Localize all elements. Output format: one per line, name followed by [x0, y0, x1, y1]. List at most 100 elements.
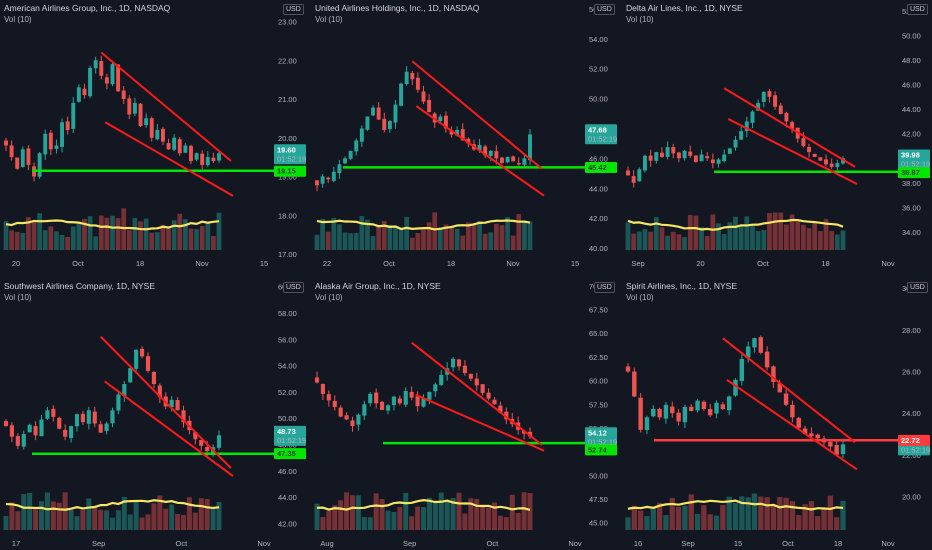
candle-body	[138, 103, 143, 127]
chart-canvas[interactable]: 52.0050.0048.0046.0044.0042.0040.0038.00…	[622, 0, 932, 270]
currency-badge[interactable]: USD	[283, 4, 304, 15]
volume-bar	[320, 218, 325, 250]
volume-bar	[456, 492, 462, 530]
volume-bar	[325, 231, 331, 250]
candle-body	[51, 408, 56, 417]
candle-body	[439, 374, 444, 385]
price-tag-time: 01:52:19	[901, 445, 930, 454]
chart-canvas[interactable]: 56.0054.0052.0050.0048.0046.0044.0042.00…	[311, 0, 619, 270]
time-axis-tick: Nov	[257, 539, 271, 548]
line-tag-value: 45.42	[588, 163, 607, 172]
chart-canvas[interactable]: 60.0058.0056.0054.0052.0050.0048.0046.00…	[0, 278, 308, 550]
price-axis-tick: 57.50	[589, 400, 608, 409]
chart-pane-dal[interactable]: 52.0050.0048.0046.0044.0042.0040.0038.00…	[622, 0, 932, 270]
chart-pane-aal[interactable]: 23.00 22.00 21.00 20.00 19.00 18.00 17.00 20 Oct…	[0, 0, 308, 270]
volume-bar	[169, 504, 175, 530]
volume-bar	[682, 505, 688, 530]
volume-bar	[637, 510, 644, 530]
volume-bar	[733, 216, 738, 250]
price-axis-tick: 54.00	[589, 35, 608, 44]
volume-bar	[817, 231, 823, 250]
volume-bar	[216, 502, 222, 530]
time-axis-tick: Nov	[568, 539, 582, 548]
candle-body	[387, 121, 392, 130]
volume-bar	[527, 493, 533, 530]
chart-pane-save[interactable]: 30.0028.0026.0024.0022.0020.0016Sep15Oct…	[622, 278, 932, 550]
volume-bar	[744, 216, 750, 250]
currency-badge[interactable]: USD	[594, 282, 615, 293]
price-tag-value: 47.68	[588, 125, 607, 134]
currency-badge[interactable]: USD	[907, 4, 928, 15]
volume-bar	[710, 214, 716, 250]
volume-bar	[497, 515, 503, 530]
volume-bar	[65, 236, 71, 250]
volume-bar	[474, 498, 480, 530]
candle-body	[480, 384, 485, 393]
chart-pane-luv[interactable]: 60.0058.0056.0054.0052.0050.0048.0046.00…	[0, 278, 308, 550]
currency-badge[interactable]: USD	[283, 282, 304, 293]
candle-body	[421, 398, 426, 407]
volume-bar	[98, 215, 104, 250]
volume-bar	[650, 507, 656, 530]
candle-body	[790, 122, 795, 129]
candle-body	[4, 140, 8, 146]
candle-body	[778, 105, 783, 115]
candle-body	[745, 346, 751, 358]
candle-body	[427, 391, 432, 400]
volume-bar	[110, 517, 115, 530]
candle-body	[498, 405, 503, 413]
candle-body	[157, 385, 162, 398]
candle-body	[399, 83, 404, 106]
candle-body	[699, 154, 704, 162]
volume-bar	[663, 515, 669, 530]
candle-body	[682, 406, 688, 423]
price-axis-tick: 50.00	[902, 31, 921, 40]
volume-bar	[829, 231, 835, 250]
volume-bar	[121, 496, 127, 530]
volume-bar	[421, 507, 426, 530]
chart-canvas[interactable]: 23.00 22.00 21.00 20.00 19.00 18.00 17.00 20 Oct…	[0, 0, 308, 270]
chart-title: Southwest Airlines Company, 1D, NYSE	[4, 281, 156, 291]
time-axis-tick: Sep	[92, 539, 105, 548]
time-axis-tick: 18	[834, 539, 842, 548]
chart-pane-ual[interactable]: 56.0054.0052.0050.0048.0046.0044.0042.00…	[311, 0, 619, 270]
candle-body	[320, 383, 325, 394]
price-axis-tick: 50.00	[589, 95, 608, 104]
candle-body	[727, 148, 732, 154]
candle-body	[60, 122, 65, 147]
currency-badge[interactable]: USD	[594, 4, 615, 15]
time-axis-tick: 18	[821, 259, 829, 268]
time-axis-tick: Nov	[881, 259, 895, 268]
line-tag-box	[585, 444, 617, 456]
candle-body	[332, 400, 337, 408]
time-axis-tick: 15	[571, 259, 579, 268]
candle-body	[637, 169, 642, 182]
candle-body	[705, 156, 710, 159]
time-axis-tick: 15	[260, 259, 268, 268]
candle-body	[773, 95, 778, 107]
chart-canvas[interactable]: 30.0028.0026.0024.0022.0020.0016Sep15Oct…	[622, 278, 932, 550]
volume-ma-line	[316, 499, 531, 511]
channel-lower-line	[104, 380, 234, 477]
chart-canvas[interactable]: 7067.5065.0062.5060.0057.5055.0052.5050.…	[311, 278, 619, 550]
volume-bar	[14, 232, 20, 250]
time-axis-tick: 22	[323, 259, 331, 268]
volume-bar	[840, 500, 846, 530]
time-axis-tick: 16	[634, 539, 642, 548]
chart-pane-alk[interactable]: 7067.5065.0062.5060.0057.5055.0052.5050.…	[311, 278, 619, 550]
currency-badge[interactable]: USD	[907, 282, 928, 293]
candle-body	[682, 150, 687, 159]
volume-bar	[488, 232, 494, 250]
volume-bar	[521, 492, 527, 530]
candle-body	[744, 121, 749, 132]
candle-body	[638, 397, 643, 430]
candle-body	[829, 163, 834, 167]
volume-bar	[115, 218, 121, 250]
volume-bar	[163, 508, 169, 530]
candle-body	[835, 163, 840, 168]
volume-bar	[821, 508, 827, 530]
candle-body	[720, 404, 726, 409]
volume-label: Vol (10)	[4, 293, 32, 302]
price-axis-tick: 18.00	[278, 211, 297, 220]
candle-body	[348, 150, 353, 159]
